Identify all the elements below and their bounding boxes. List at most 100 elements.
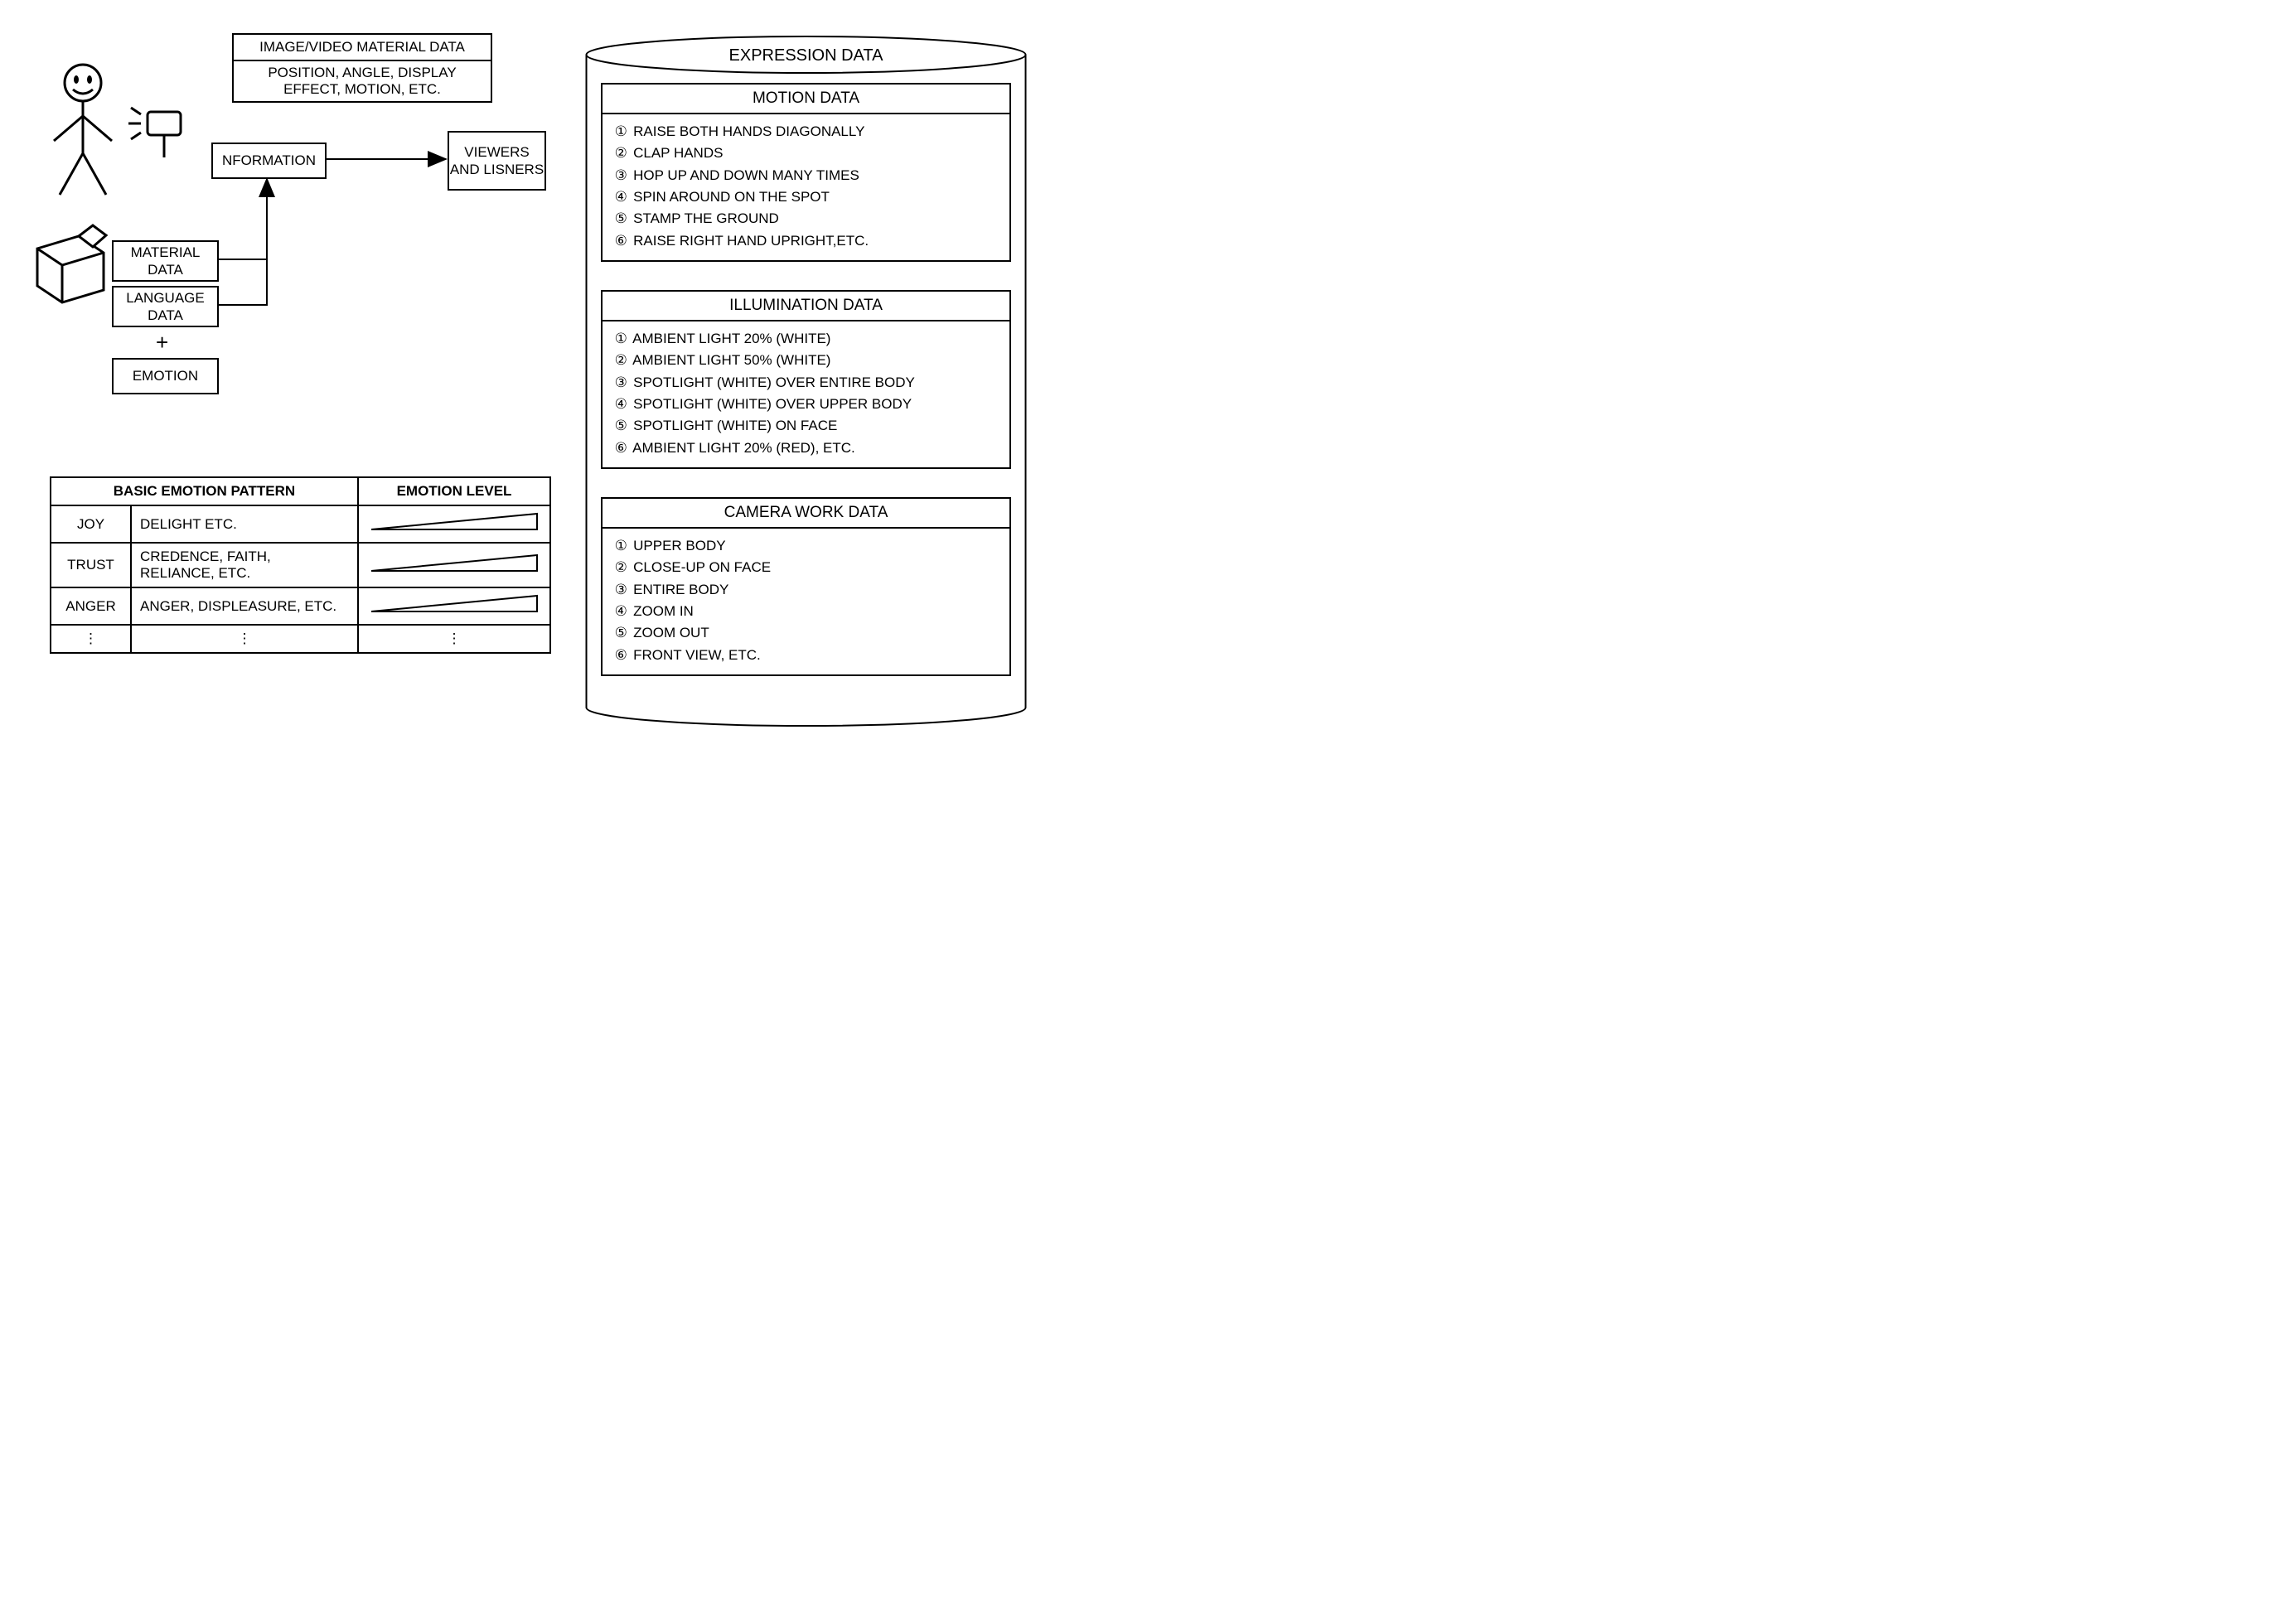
panel-item: ③ HOP UP AND DOWN MANY TIMES xyxy=(612,165,1001,186)
motion-panel: MOTION DATA ① RAISE BOTH HANDS DIAGONALL… xyxy=(601,83,1011,262)
emotion-level-cell xyxy=(358,587,550,625)
panel-item: ① RAISE BOTH HANDS DIAGONALLY xyxy=(612,121,1001,143)
panel-item-text: HOP UP AND DOWN MANY TIMES xyxy=(629,167,859,183)
emotion-level-cell xyxy=(358,505,550,543)
emotion-row: TRUST CREDENCE, FAITH, RELIANCE, ETC. xyxy=(51,543,550,587)
circled-number-icon: ③ xyxy=(612,579,629,601)
panel-item-text: AMBIENT LIGHT 50% (WHITE) xyxy=(629,352,830,368)
material-data-box: IMAGE/VIDEO MATERIAL DATA POSITION, ANGL… xyxy=(232,33,492,103)
stick-figure-icon xyxy=(54,65,112,195)
emotion-box: EMOTION xyxy=(112,358,219,394)
panel-item: ⑤ ZOOM OUT xyxy=(612,622,1001,644)
panel-body: ① UPPER BODY② CLOSE-UP ON FACE③ ENTIRE B… xyxy=(603,529,1009,674)
panel-item-text: ZOOM IN xyxy=(629,603,693,619)
panel-item: ① AMBIENT LIGHT 20% (WHITE) xyxy=(612,328,1001,350)
panel-item: ② AMBIENT LIGHT 50% (WHITE) xyxy=(612,350,1001,371)
material-data-body: POSITION, ANGLE, DISPLAY EFFECT, MOTION,… xyxy=(234,61,491,102)
emotion-row: JOY DELIGHT ETC. xyxy=(51,505,550,543)
circled-number-icon: ⑤ xyxy=(612,415,629,437)
level-wedge-icon xyxy=(367,593,541,615)
panel-item: ⑥ AMBIENT LIGHT 20% (RED), ETC. xyxy=(612,437,1001,459)
panel-item: ⑥ RAISE RIGHT HAND UPRIGHT,ETC. xyxy=(612,230,1001,252)
panel-item-text: RAISE BOTH HANDS DIAGONALLY xyxy=(629,123,864,139)
camera-panel: CAMERA WORK DATA ① UPPER BODY② CLOSE-UP … xyxy=(601,497,1011,676)
emotion-row: ANGER ANGER, DISPLEASURE, ETC. xyxy=(51,587,550,625)
illumination-panel: ILLUMINATION DATA ① AMBIENT LIGHT 20% (W… xyxy=(601,290,1011,469)
panel-item: ④ SPIN AROUND ON THE SPOT xyxy=(612,186,1001,208)
panel-item-text: CLAP HANDS xyxy=(629,145,723,161)
emotion-desc: CREDENCE, FAITH, RELIANCE, ETC. xyxy=(131,543,358,587)
emotion-name: TRUST xyxy=(51,543,131,587)
language-box: LANGUAGE DATA xyxy=(112,286,219,327)
panel-item-text: RAISE RIGHT HAND UPRIGHT,ETC. xyxy=(629,233,869,249)
panel-item-text: AMBIENT LIGHT 20% (WHITE) xyxy=(629,331,830,346)
material-box: MATERIAL DATA xyxy=(112,240,219,282)
panel-item-text: SPOTLIGHT (WHITE) OVER UPPER BODY xyxy=(629,396,912,412)
emotion-row-ellipsis: ⋮ ⋮ ⋮ xyxy=(51,625,550,653)
circled-number-icon: ② xyxy=(612,350,629,371)
circled-number-icon: ① xyxy=(612,535,629,557)
header-pattern: BASIC EMOTION PATTERN xyxy=(51,477,358,505)
panel-item-text: ENTIRE BODY xyxy=(629,582,728,597)
panel-item-text: SPOTLIGHT (WHITE) OVER ENTIRE BODY xyxy=(629,375,914,390)
panel-item: ② CLOSE-UP ON FACE xyxy=(612,557,1001,578)
emotion-table: BASIC EMOTION PATTERN EMOTION LEVEL JOY … xyxy=(50,476,551,654)
diagram-root: IMAGE/VIDEO MATERIAL DATA POSITION, ANGL… xyxy=(0,0,1061,759)
circled-number-icon: ④ xyxy=(612,601,629,622)
material-data-header: IMAGE/VIDEO MATERIAL DATA xyxy=(234,35,491,61)
circled-number-icon: ① xyxy=(612,121,629,143)
vdots: ⋮ xyxy=(51,625,131,653)
panel-item-text: ZOOM OUT xyxy=(629,625,709,640)
circled-number-icon: ④ xyxy=(612,186,629,208)
expression-cylinder: EXPRESSION DATA MOTION DATA ① RAISE BOTH… xyxy=(580,33,1032,729)
circled-number-icon: ⑥ xyxy=(612,645,629,666)
circled-number-icon: ② xyxy=(612,143,629,164)
spotlight-icon xyxy=(128,108,181,157)
circled-number-icon: ③ xyxy=(612,372,629,394)
circled-number-icon: ① xyxy=(612,328,629,350)
emotion-table-header-row: BASIC EMOTION PATTERN EMOTION LEVEL xyxy=(51,477,550,505)
panel-item: ⑤ STAMP THE GROUND xyxy=(612,208,1001,230)
emotion-name: JOY xyxy=(51,505,131,543)
panel-item-text: SPOTLIGHT (WHITE) ON FACE xyxy=(629,418,837,433)
camera-cube-icon xyxy=(37,225,106,302)
panel-item-text: FRONT VIEW, ETC. xyxy=(629,647,760,663)
panel-item: ② CLAP HANDS xyxy=(612,143,1001,164)
panel-title: MOTION DATA xyxy=(603,85,1009,114)
circled-number-icon: ⑤ xyxy=(612,622,629,644)
panel-item-text: STAMP THE GROUND xyxy=(629,210,778,226)
circled-number-icon: ③ xyxy=(612,165,629,186)
circled-number-icon: ⑤ xyxy=(612,208,629,230)
panel-item-text: UPPER BODY xyxy=(629,538,725,553)
panel-body: ① AMBIENT LIGHT 20% (WHITE)② AMBIENT LIG… xyxy=(603,321,1009,467)
panel-body: ① RAISE BOTH HANDS DIAGONALLY② CLAP HAND… xyxy=(603,114,1009,260)
panel-item-text: CLOSE-UP ON FACE xyxy=(629,559,771,575)
panel-item-text: SPIN AROUND ON THE SPOT xyxy=(629,189,830,205)
panel-item: ④ SPOTLIGHT (WHITE) OVER UPPER BODY xyxy=(612,394,1001,415)
circled-number-icon: ⑥ xyxy=(612,437,629,459)
plus-symbol: + xyxy=(156,330,168,355)
panel-title: CAMERA WORK DATA xyxy=(603,499,1009,529)
panel-item: ③ ENTIRE BODY xyxy=(612,579,1001,601)
emotion-level-cell xyxy=(358,543,550,587)
information-box: NFORMATION xyxy=(211,143,327,179)
expression-title: EXPRESSION DATA xyxy=(580,46,1032,65)
panel-item: ⑤ SPOTLIGHT (WHITE) ON FACE xyxy=(612,415,1001,437)
circled-number-icon: ② xyxy=(612,557,629,578)
panel-item-text: AMBIENT LIGHT 20% (RED), ETC. xyxy=(629,440,854,456)
emotion-desc: ANGER, DISPLEASURE, ETC. xyxy=(131,587,358,625)
panel-item: ① UPPER BODY xyxy=(612,535,1001,557)
circled-number-icon: ⑥ xyxy=(612,230,629,252)
panel-item: ④ ZOOM IN xyxy=(612,601,1001,622)
level-wedge-icon xyxy=(367,553,541,574)
viewers-box: VIEWERS AND LISNERS xyxy=(448,131,546,191)
panel-item: ⑥ FRONT VIEW, ETC. xyxy=(612,645,1001,666)
vdots: ⋮ xyxy=(358,625,550,653)
header-level: EMOTION LEVEL xyxy=(358,477,550,505)
emotion-name: ANGER xyxy=(51,587,131,625)
circled-number-icon: ④ xyxy=(612,394,629,415)
vdots: ⋮ xyxy=(131,625,358,653)
emotion-desc: DELIGHT ETC. xyxy=(131,505,358,543)
level-wedge-icon xyxy=(367,511,541,533)
panel-title: ILLUMINATION DATA xyxy=(603,292,1009,321)
